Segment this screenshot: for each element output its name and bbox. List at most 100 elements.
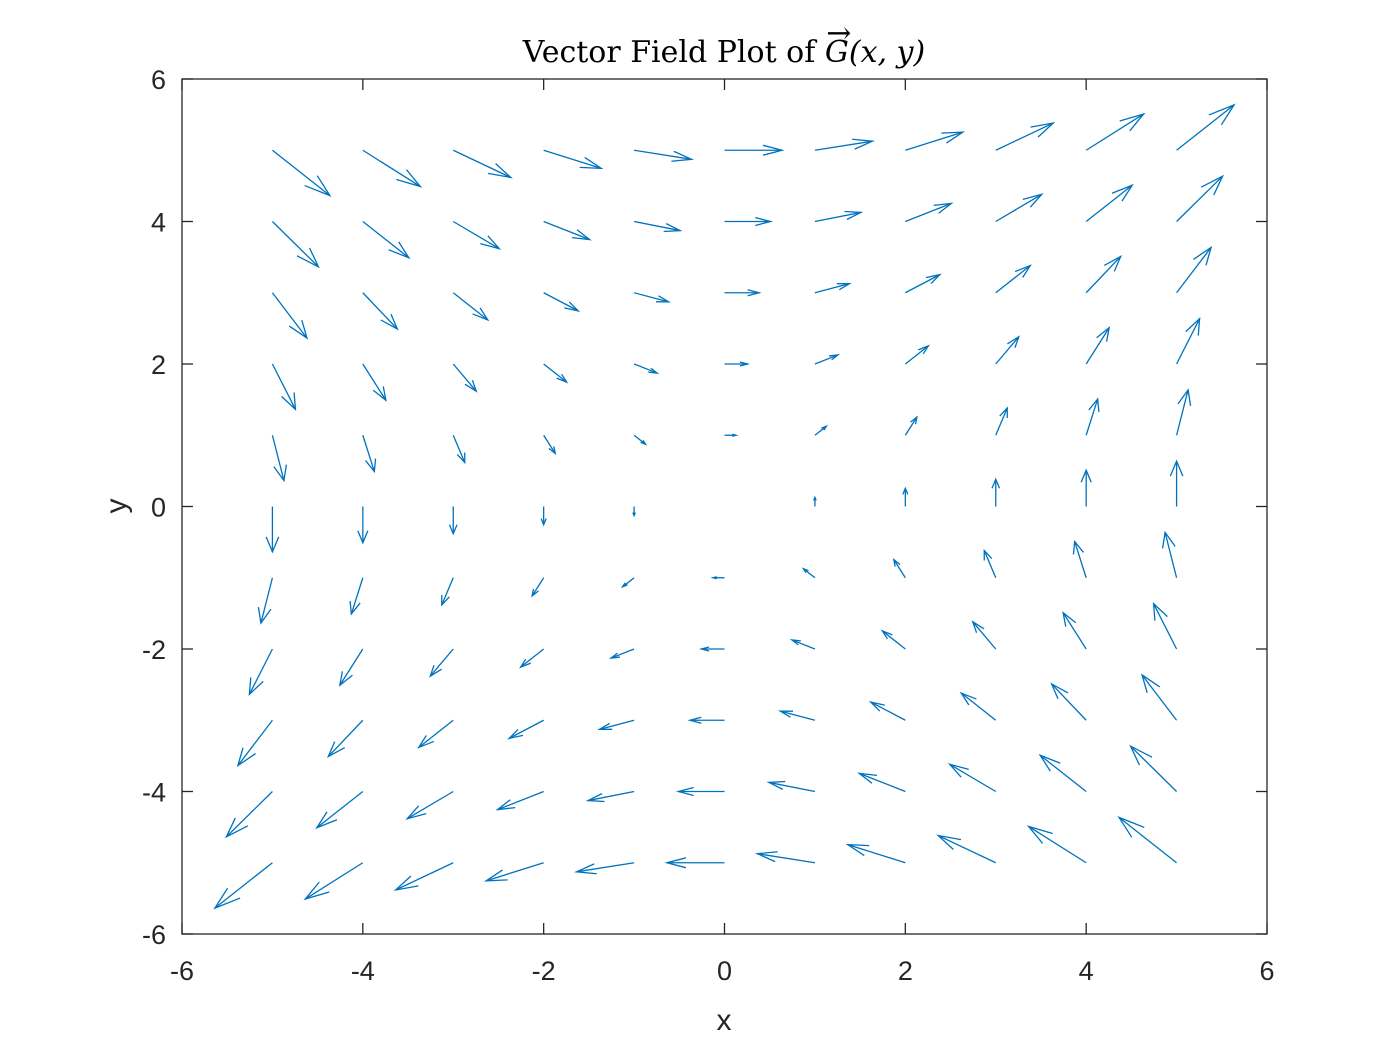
vector-arrow-shaft <box>395 862 454 891</box>
vector-arrow-head <box>1080 468 1092 483</box>
vector-arrow-head <box>1030 122 1056 138</box>
vector-arrow-shaft <box>1085 113 1145 151</box>
vector-arrow-head <box>936 834 962 850</box>
vector-arrow-head <box>213 887 241 910</box>
vector-arrow <box>1062 611 1087 650</box>
vector-arrow <box>664 857 725 869</box>
vector-arrow <box>349 577 364 616</box>
vector-arrow-head <box>405 805 427 820</box>
x-axis-label: x <box>717 1004 732 1037</box>
vector-arrow-shaft <box>905 274 941 294</box>
vector-arrow-shaft <box>543 220 590 241</box>
vector-arrow <box>905 273 942 294</box>
y-tick-label: 4 <box>151 208 166 238</box>
vector-arrow-shaft <box>599 719 635 730</box>
vector-arrow-shaft <box>543 149 602 170</box>
vector-arrow <box>1161 530 1178 578</box>
vector-arrow-shaft <box>485 862 544 882</box>
vector-arrow-head <box>224 817 249 839</box>
vector-arrow-head <box>829 354 841 361</box>
vector-arrow <box>597 719 635 730</box>
vector-arrow-shaft <box>1039 754 1087 793</box>
vector-arrow <box>1129 744 1178 792</box>
vector-arrow-head <box>265 536 280 554</box>
vector-arrow-head <box>687 716 702 724</box>
vector-arrow-shaft <box>316 790 364 829</box>
vector-arrow <box>543 292 581 312</box>
vector-arrow-head <box>868 701 885 712</box>
vector-arrow <box>417 719 454 749</box>
vector-arrow <box>983 548 997 579</box>
vector-arrow-head <box>564 301 581 312</box>
vector-arrow <box>936 834 997 864</box>
vector-arrow-head <box>648 367 660 374</box>
vector-arrow-head <box>338 671 353 687</box>
vector-arrow-head <box>664 857 687 869</box>
vector-arrow <box>362 220 411 260</box>
vector-arrow <box>1050 682 1087 721</box>
vector-arrow <box>1176 103 1236 151</box>
vector-arrow-head <box>456 452 466 465</box>
vector-arrow-shaft <box>362 220 410 259</box>
x-tick-label: 0 <box>717 956 732 986</box>
vector-arrow <box>519 648 545 669</box>
vector-arrow-head <box>941 131 966 144</box>
vector-arrow-head <box>663 223 683 233</box>
vector-arrow-head <box>1169 459 1184 477</box>
chart-title-vector-accent: → <box>826 16 851 51</box>
vector-arrow <box>429 648 454 678</box>
vector-arrow-shaft <box>893 559 906 579</box>
vector-arrow-head <box>1208 103 1236 126</box>
vector-arrow <box>632 506 636 518</box>
vector-arrow <box>271 292 309 340</box>
vector-arrow-shaft <box>791 639 816 650</box>
vector-arrow-head <box>739 361 751 367</box>
vector-arrow-head <box>1096 326 1111 342</box>
vector-arrow <box>814 283 852 294</box>
vector-arrow <box>1085 397 1100 436</box>
vector-arrow-shaft <box>814 283 850 294</box>
vector-arrow-head <box>380 313 399 331</box>
vector-arrow <box>868 701 906 721</box>
vector-arrow-head <box>675 786 694 797</box>
vector-arrow-head <box>801 567 809 574</box>
y-tick-label: -4 <box>142 778 166 808</box>
vector-arrow <box>995 406 1008 436</box>
vector-arrow-shaft <box>237 719 273 766</box>
vector-arrow-head <box>448 524 458 536</box>
vector-arrow-shaft <box>543 292 579 312</box>
vector-arrow-shaft <box>1028 825 1087 864</box>
vector-arrow <box>574 862 635 875</box>
vector-arrow-shaft <box>362 149 421 188</box>
vector-arrow-head <box>813 495 817 501</box>
vector-arrow-shaft <box>508 719 544 739</box>
vector-arrow-head <box>608 652 620 659</box>
vector-arrow <box>303 862 364 901</box>
vector-arrow-shaft <box>452 149 512 179</box>
vector-arrow-shaft <box>497 790 544 811</box>
vector-arrow <box>687 716 725 724</box>
vector-arrow-shaft <box>339 648 364 686</box>
vector-arrow-shaft <box>633 434 646 445</box>
vector-arrow-head <box>910 415 918 425</box>
vector-arrow-head <box>372 386 387 402</box>
vector-arrow-head <box>766 780 786 790</box>
vector-arrow <box>995 264 1032 294</box>
vector-arrow-head <box>933 202 954 214</box>
vector-arrow-head <box>1038 753 1061 772</box>
vector-arrow-shaft <box>983 550 997 579</box>
vector-arrow-shaft <box>362 363 387 401</box>
vector-arrow <box>452 149 513 179</box>
vector-arrow <box>543 220 592 241</box>
vector-arrow <box>710 576 725 580</box>
vector-arrow-head <box>1119 112 1146 132</box>
vector-arrow <box>271 435 288 483</box>
vector-arrow-shaft <box>362 292 398 330</box>
vector-arrow <box>543 149 604 170</box>
vector-arrow <box>633 220 683 233</box>
vector-arrow-head <box>236 747 256 768</box>
vector-arrow <box>902 486 909 507</box>
vector-arrow-head <box>273 464 288 483</box>
vector-arrow-head <box>959 691 977 706</box>
